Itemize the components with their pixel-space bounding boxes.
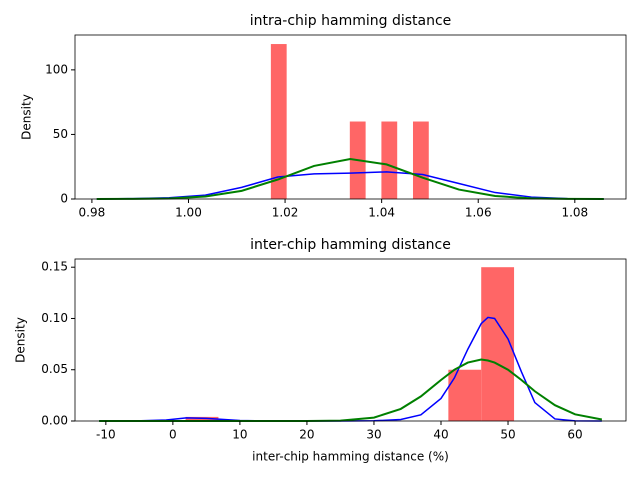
x-tick-label: 20 <box>299 428 314 442</box>
histogram-bar <box>412 121 429 199</box>
histogram-bar <box>448 369 482 421</box>
x-tick-label: 10 <box>232 428 247 442</box>
y-axis-label: Density <box>14 317 28 363</box>
x-tick-label: -10 <box>96 428 116 442</box>
density-curve <box>96 157 604 200</box>
y-tick-label: 50 <box>53 127 68 141</box>
x-tick-label: 0.98 <box>79 206 106 220</box>
x-tick-label: 1.02 <box>272 206 299 220</box>
histogram-bar <box>481 267 515 421</box>
x-tick-label: 1.00 <box>175 206 202 220</box>
histogram-bar <box>270 44 287 200</box>
y-tick-label: 0.05 <box>41 362 68 376</box>
x-tick-label: 30 <box>366 428 381 442</box>
y-tick-label: 0.00 <box>41 414 68 428</box>
y-tick-label: 0.10 <box>41 311 68 325</box>
x-tick-label: 0 <box>169 428 177 442</box>
density-curve <box>99 316 602 422</box>
axes-title: inter-chip hamming distance <box>250 237 451 253</box>
x-tick-label: 1.06 <box>465 206 492 220</box>
x-tick-label: 1.08 <box>561 206 588 220</box>
axes-frame <box>74 34 627 200</box>
axes-title: intra-chip hamming distance <box>250 13 452 29</box>
density-curve <box>99 358 603 422</box>
x-tick-label: 1.04 <box>368 206 395 220</box>
histogram-bar <box>381 121 398 199</box>
y-tick-label: 100 <box>45 62 68 76</box>
x-tick-label: 40 <box>433 428 448 442</box>
x-tick-label: 50 <box>500 428 515 442</box>
x-tick-label: 60 <box>567 428 582 442</box>
axes-frame <box>74 258 627 422</box>
y-tick-label: 0 <box>60 192 68 206</box>
x-axis-label: inter-chip hamming distance (%) <box>252 450 449 464</box>
y-tick-label: 0.15 <box>41 260 68 274</box>
y-axis-label: Density <box>20 94 34 140</box>
